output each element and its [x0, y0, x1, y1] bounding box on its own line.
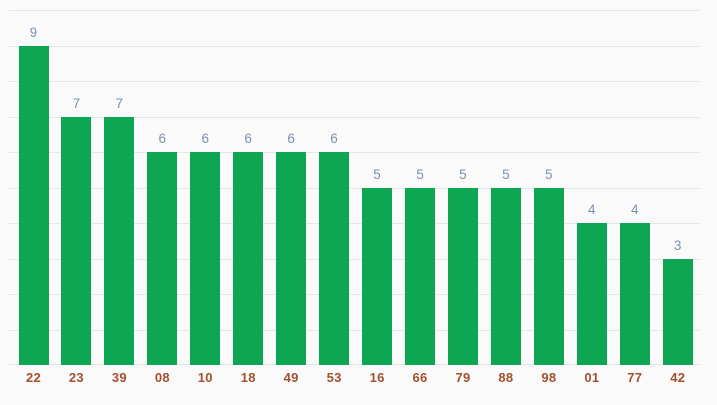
x-axis-label: 01 — [584, 370, 600, 385]
bar-value-label: 5 — [502, 166, 510, 182]
x-axis-label: 77 — [627, 370, 643, 385]
bar[interactable] — [104, 116, 135, 365]
bar[interactable] — [448, 187, 478, 365]
gridline — [9, 330, 700, 331]
x-axis-label: 98 — [541, 370, 557, 385]
x-axis-label: 08 — [154, 370, 170, 385]
bar-value-label: 7 — [72, 95, 81, 111]
x-axis-label: 53 — [326, 370, 342, 385]
bar-value-label: 3 — [673, 237, 682, 253]
x-axis-label: 79 — [455, 370, 471, 385]
x-axis-label: 49 — [283, 370, 299, 385]
bar[interactable] — [619, 223, 650, 365]
x-axis-label: 10 — [197, 370, 213, 385]
x-axis-label: 88 — [498, 370, 514, 385]
gridline — [9, 81, 700, 82]
bar-value-label: 6 — [244, 131, 253, 146]
bar[interactable] — [190, 152, 221, 365]
bar-value-label: 6 — [158, 131, 167, 146]
gridline — [9, 10, 700, 11]
gridline — [9, 117, 700, 118]
x-axis-label: 42 — [670, 370, 686, 385]
bar[interactable] — [61, 116, 92, 365]
bar[interactable] — [576, 223, 607, 365]
x-axis-label: 16 — [369, 370, 385, 385]
bar[interactable] — [405, 187, 436, 365]
x-axis-label: 39 — [111, 370, 127, 385]
bar-value-label: 6 — [201, 131, 210, 146]
gridline — [9, 364, 700, 365]
gridline — [9, 152, 700, 153]
gridline — [9, 188, 700, 189]
gridline — [9, 259, 700, 260]
bar-value-label: 9 — [29, 24, 38, 40]
bar-value-label: 4 — [587, 202, 596, 217]
bar-value-label: 4 — [630, 202, 639, 217]
bar[interactable] — [18, 45, 49, 365]
bar[interactable] — [490, 187, 521, 365]
gridline — [9, 46, 700, 47]
bar[interactable] — [362, 187, 393, 365]
bar-value-label: 5 — [416, 166, 424, 182]
gridline — [9, 223, 700, 224]
bar-value-label: 7 — [115, 95, 124, 111]
bar[interactable] — [147, 152, 178, 365]
x-axis-label: 66 — [412, 370, 428, 385]
bar-value-label: 5 — [545, 166, 553, 182]
x-axis-label: 22 — [25, 370, 42, 385]
bar-value-label: 6 — [287, 131, 296, 146]
bar-value-label: 6 — [330, 131, 338, 146]
bar[interactable] — [276, 152, 307, 365]
x-axis: 22 23 39 08 10 18 49 53 16 66 79 88 98 01 77 42 — [9, 368, 700, 388]
bar-value-label: 5 — [373, 166, 381, 182]
bar-value-label: 5 — [459, 166, 467, 182]
bar[interactable] — [319, 152, 350, 365]
gridline — [9, 294, 700, 295]
bar[interactable] — [533, 187, 564, 365]
x-axis-label: 23 — [68, 370, 84, 385]
bar[interactable] — [662, 258, 693, 365]
plot-area: 9 7 7 6 6 6 6 6 5 5 5 5 5 4 4 3 — [9, 10, 700, 365]
bar[interactable] — [233, 152, 264, 365]
x-axis-label: 18 — [240, 370, 256, 385]
